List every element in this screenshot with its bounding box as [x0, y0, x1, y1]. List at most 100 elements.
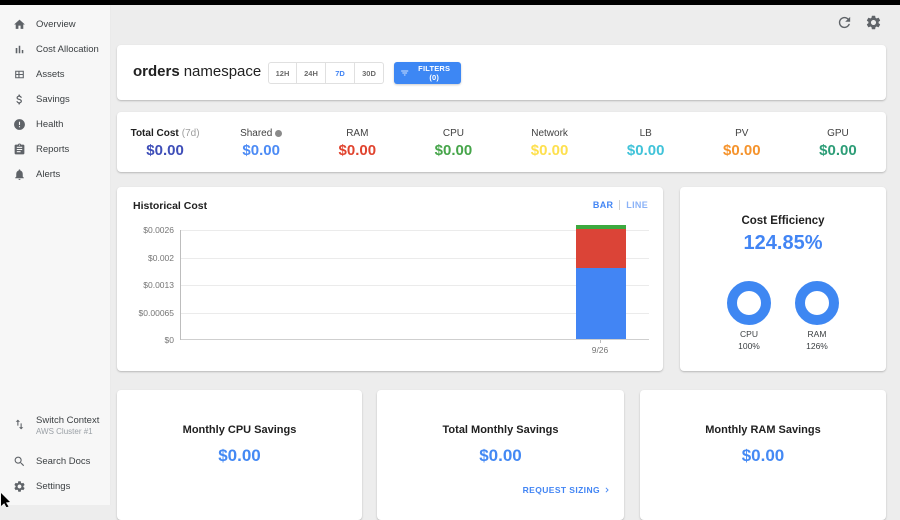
metric-label: PV: [735, 127, 749, 139]
cpu-donut-chart: [727, 281, 771, 325]
line-toggle[interactable]: LINE: [626, 200, 648, 210]
efficiency-value: 124.85%: [743, 232, 823, 254]
bell-icon: [15, 169, 24, 180]
metric-value: $0.00: [146, 141, 184, 159]
sidebar-item-cost-allocation[interactable]: Cost Allocation: [0, 37, 110, 62]
time-range-button-12h[interactable]: 12H: [268, 62, 297, 84]
metric-cpu: CPU $0.00: [405, 112, 501, 172]
time-range-button-7d[interactable]: 7D: [326, 62, 355, 84]
historical-cost-card: Historical Cost BAR LINE $0 $0.00065 $0.…: [117, 187, 663, 371]
sidebar-item-health[interactable]: Health: [0, 112, 110, 137]
time-range-button-30d[interactable]: 30D: [355, 62, 384, 84]
metric-value: $0.00: [434, 141, 473, 159]
metric-value: $0.00: [530, 141, 569, 159]
sidebar-item-search-docs[interactable]: Search Docs: [0, 449, 110, 474]
grid-icon: [15, 70, 24, 79]
cpu-donut-label: CPU 100%: [738, 329, 760, 351]
gear-icon: [14, 481, 25, 492]
monthly-cpu-savings-card: Monthly CPU Savings $0.00: [117, 390, 362, 520]
sidebar-item-overview[interactable]: Overview: [0, 12, 110, 37]
time-range-button-24h[interactable]: 24H: [297, 62, 326, 84]
gear-icon[interactable]: [865, 14, 882, 31]
metric-value: $0.00: [338, 141, 377, 159]
bar-segment-blue: [576, 267, 626, 339]
sidebar-item-savings[interactable]: Savings: [0, 87, 110, 112]
sidebar-item-label: Reports: [36, 144, 70, 155]
namespace-header-card: orders namespace 12H 24H 7D 30D FILTERS (…: [117, 45, 886, 100]
clipboard-icon: [14, 143, 25, 155]
bar-stack[interactable]: [576, 225, 626, 339]
savings-card-title: Monthly CPU Savings: [182, 424, 297, 436]
toggle-divider: [619, 200, 621, 210]
savings-card-value: $0.00: [741, 446, 785, 465]
y-tick-label: $0.002: [148, 252, 174, 263]
sidebar-item-label: Alerts: [36, 169, 61, 180]
x-axis-line: [181, 339, 649, 340]
sidebar-item-label: Cost Allocation: [36, 44, 99, 55]
ram-efficiency: RAM 126%: [791, 281, 843, 353]
bar-segment-red: [576, 228, 626, 268]
topbar-actions: [836, 14, 882, 31]
namespace-name: orders: [133, 63, 180, 80]
alert-circle-icon: [14, 119, 25, 130]
bar-chart-icon: [15, 45, 24, 54]
top-black-strip: [0, 0, 900, 5]
sidebar-item-label: Assets: [36, 69, 65, 80]
request-sizing-link[interactable]: REQUEST SIZING: [523, 485, 612, 495]
gridline: [181, 257, 649, 259]
sidebar-item-assets[interactable]: Assets: [0, 62, 110, 87]
sidebar-footer: Switch Context AWS Cluster #1 Search Doc…: [0, 411, 110, 499]
metric-network: Network $0.00: [502, 112, 598, 172]
home-icon: [14, 19, 25, 29]
cost-metrics-card: Total Cost (7d) $0.00 Shared $0.00 RAM $…: [117, 112, 886, 172]
settings-label: Settings: [36, 481, 71, 492]
sidebar-item-label: Savings: [36, 94, 70, 105]
metric-label: Total Cost (7d): [130, 127, 200, 139]
namespace-type: namespace: [183, 63, 262, 80]
x-tick-mark: [600, 340, 601, 343]
metric-total-cost: Total Cost (7d) $0.00: [117, 112, 213, 172]
metric-label: RAM: [346, 127, 369, 139]
metric-label: CPU: [442, 127, 464, 139]
mouse-cursor: [1, 493, 10, 507]
savings-card-value: $0.00: [479, 446, 522, 465]
sidebar: Overview Cost Allocation Assets Savings …: [0, 5, 111, 505]
sidebar-item-alerts[interactable]: Alerts: [0, 162, 110, 187]
chart-plot-area: [180, 225, 649, 340]
time-range-group: 12H 24H 7D 30D: [268, 62, 384, 84]
chart-type-toggle: BAR LINE: [593, 200, 648, 210]
efficiency-donuts: CPU 100% RAM 126%: [680, 281, 886, 353]
metric-value: $0.00: [723, 141, 761, 159]
bar-segment-green: [576, 225, 626, 229]
metric-value: $0.00: [242, 141, 280, 159]
sidebar-item-switch-context[interactable]: Switch Context AWS Cluster #1: [0, 411, 110, 449]
ram-donut-label: RAM 126%: [806, 329, 828, 351]
y-tick-label: $0.00065: [138, 307, 174, 318]
cost-efficiency-card: Cost Efficiency 124.85% CPU 100% RAM 126…: [680, 187, 886, 371]
refresh-icon[interactable]: [836, 14, 853, 31]
sidebar-item-settings[interactable]: Settings: [0, 474, 110, 499]
metric-pv: PV $0.00: [694, 112, 790, 172]
search-docs-label: Search Docs: [36, 456, 91, 467]
y-tick-label: $0.0026: [143, 225, 174, 235]
sidebar-item-reports[interactable]: Reports: [0, 137, 110, 162]
metric-value: $0.00: [626, 141, 665, 159]
savings-card-value: $0.00: [218, 446, 261, 465]
y-tick-label: $0: [164, 335, 174, 345]
metric-shared: Shared $0.00: [213, 112, 309, 172]
efficiency-title: Cost Efficiency: [741, 215, 825, 227]
metric-ram: RAM $0.00: [309, 112, 405, 172]
metric-label: GPU: [827, 127, 849, 139]
info-icon[interactable]: [275, 129, 283, 137]
x-tick-label: 9/26: [591, 345, 609, 355]
gridline: [181, 312, 649, 314]
metric-lb: LB $0.00: [598, 112, 694, 172]
search-icon: [14, 456, 25, 467]
sidebar-item-label: Health: [36, 119, 64, 130]
filters-button[interactable]: FILTERS (0): [394, 62, 461, 84]
savings-card-title: Monthly RAM Savings: [705, 424, 821, 436]
savings-card-title: Total Monthly Savings: [442, 424, 559, 436]
filter-icon: [401, 70, 409, 76]
switch-context-label: Switch Context: [36, 415, 100, 426]
bar-toggle[interactable]: BAR: [592, 200, 614, 210]
